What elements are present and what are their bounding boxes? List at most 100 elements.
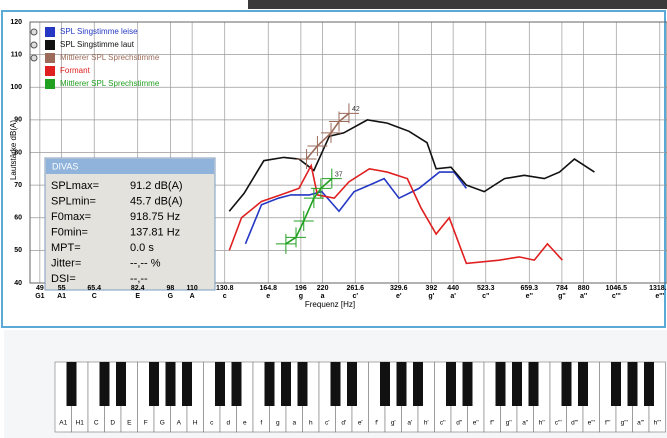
black-key	[331, 362, 341, 406]
black-key	[413, 362, 423, 406]
x-tick-label: 49	[36, 285, 44, 292]
key-label: e'	[358, 420, 363, 427]
key-label: e	[243, 420, 247, 427]
info-key: DSI=	[51, 273, 76, 285]
x-tick-label: 65.4	[87, 285, 101, 292]
legend-radio	[31, 55, 37, 61]
info-value: 45.7 dB(A)	[130, 195, 183, 207]
screen: Lautstärke dB(A) Frequenz [Hz] 4237 DIVA…	[0, 0, 667, 438]
x-tick-label: 98	[166, 285, 174, 292]
info-value: 0.0 s	[130, 242, 154, 254]
key-label: d	[226, 420, 230, 427]
y-tick-label: 100	[10, 84, 22, 91]
info-box	[45, 158, 215, 290]
black-key	[611, 362, 621, 406]
key-label: h''	[539, 420, 545, 427]
x-note-label: a	[321, 293, 325, 300]
black-key	[644, 362, 654, 406]
photo-strip	[248, 0, 667, 9]
black-key	[281, 362, 291, 406]
key-label: c'	[325, 420, 330, 427]
key-label: f'''	[605, 420, 611, 427]
key-label: e'''	[588, 420, 595, 427]
x-tick-label: 392	[426, 285, 438, 292]
point-annotation: 37	[335, 171, 343, 178]
y-tick-label: 60	[14, 215, 22, 222]
x-tick-label: 82.4	[131, 285, 145, 292]
key-label: g	[276, 420, 280, 427]
x-note-label: e'''	[655, 293, 664, 300]
black-key	[116, 362, 126, 406]
x-note-label: g''	[558, 293, 566, 300]
legend-label: SPL Singstimme laut	[60, 40, 135, 49]
black-key	[182, 362, 192, 406]
y-tick-label: 110	[11, 51, 22, 58]
info-value: --,-- %	[130, 257, 161, 269]
x-tick-label: 1046.5	[606, 285, 628, 292]
info-key: MPT=	[51, 242, 81, 254]
x-note-label: g'	[428, 293, 434, 300]
key-label: f'	[375, 420, 378, 427]
legend-swatch	[45, 40, 55, 50]
x-note-label: A1	[57, 293, 66, 300]
legend-label: Mittlerer SPL Sprechstimme	[60, 79, 160, 88]
key-label: d''	[456, 420, 462, 427]
y-tick-label: 40	[14, 280, 22, 287]
legend-label: SPL Singstimme leise	[60, 27, 138, 36]
black-key	[149, 362, 159, 406]
legend-swatch	[45, 79, 55, 89]
key-label: D	[110, 420, 115, 427]
key-label: F	[144, 420, 148, 427]
black-key	[347, 362, 357, 406]
info-key: F0max=	[51, 211, 91, 223]
black-key	[215, 362, 225, 406]
key-label: c'''	[555, 420, 562, 427]
key-label: c''	[440, 420, 446, 427]
key-label: d'	[341, 420, 346, 427]
key-label: g'''	[621, 420, 628, 427]
legend-radio	[31, 29, 37, 35]
x-tick-label: 880	[578, 285, 590, 292]
y-tick-label: 80	[14, 149, 22, 156]
legend-swatch	[45, 53, 55, 63]
black-key	[628, 362, 638, 406]
key-label: E	[127, 420, 132, 427]
y-tick-label: 70	[14, 182, 22, 189]
point-annotation: 42	[352, 106, 360, 113]
info-value: 91.2 dB(A)	[130, 180, 183, 192]
key-label: a'''	[637, 420, 644, 427]
black-key	[232, 362, 242, 406]
x-note-label: a''	[580, 293, 588, 300]
x-tick-label: 164.8	[259, 285, 277, 292]
black-key	[265, 362, 275, 406]
key-label: g'	[391, 420, 396, 427]
x-note-label: G1	[35, 293, 44, 300]
key-label: f''	[490, 420, 494, 427]
y-tick-label: 120	[10, 19, 22, 26]
black-key	[397, 362, 407, 406]
x-tick-label: 130.8	[216, 285, 234, 292]
key-label: a''	[522, 420, 528, 427]
info-value: 918.75 Hz	[130, 211, 180, 223]
x-tick-label: 329.6	[390, 285, 408, 292]
y-tick-label: 90	[14, 117, 22, 124]
black-key	[67, 362, 77, 406]
x-note-label: E	[135, 293, 140, 300]
info-key: Jitter=	[51, 257, 81, 269]
x-note-label: c'	[352, 293, 358, 300]
x-tick-label: 110	[186, 285, 197, 292]
x-note-label: a'	[450, 293, 456, 300]
legend-swatch	[45, 66, 55, 76]
legend-radio	[31, 42, 37, 48]
x-tick-label: 55	[58, 285, 66, 292]
legend-label: Formant	[60, 66, 91, 75]
y-tick-label: 50	[14, 247, 22, 254]
x-tick-label: 523.3	[477, 285, 495, 292]
key-label: g''	[506, 420, 512, 427]
x-tick-label: 261.6	[346, 285, 364, 292]
x-tick-label: 659.3	[521, 285, 539, 292]
x-tick-label: 440	[447, 285, 459, 292]
black-key	[446, 362, 456, 406]
key-label: d'''	[571, 420, 578, 427]
x-axis-label: Frequenz [Hz]	[305, 300, 355, 309]
